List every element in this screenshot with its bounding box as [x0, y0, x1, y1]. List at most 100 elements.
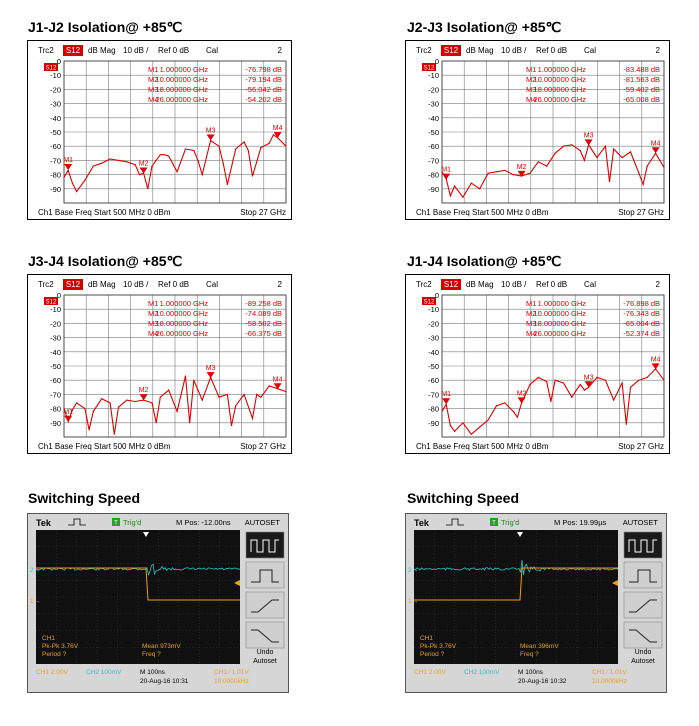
y-tick-label: -50 — [428, 362, 439, 371]
y-tick-label: -40 — [428, 348, 439, 357]
trace-point — [168, 155, 170, 157]
scope-brand: Tek — [36, 518, 52, 528]
autoset-header: AUTOSET — [623, 518, 659, 527]
chart-title-j1-j2: J1-J2 Isolation@ +85℃ — [28, 19, 183, 35]
marker-triangle — [64, 415, 73, 422]
trace-point — [268, 142, 270, 144]
y-tick-label: -50 — [50, 128, 61, 137]
format-label: dB Mag — [466, 280, 494, 289]
acquire-icon — [68, 518, 86, 526]
trace-point — [625, 423, 627, 425]
trace-point — [608, 181, 611, 183]
trace-point — [445, 403, 447, 405]
marker-triangle — [442, 398, 451, 405]
y-tick-label: -60 — [50, 142, 61, 151]
trace-point — [71, 182, 73, 184]
trace-point — [168, 389, 170, 391]
trace-point — [272, 134, 275, 136]
trace-point — [285, 145, 287, 147]
marker-table-freq: 1.000000 GHz — [538, 299, 587, 308]
trace-point — [134, 164, 136, 166]
autoset-pulse-button[interactable] — [623, 561, 663, 589]
marker-table-label: M4 — [148, 95, 158, 104]
autoset-pulse-button[interactable] — [245, 561, 285, 589]
timestamp: 20-Aug-16 10:31 — [140, 678, 189, 685]
y-tick-label: -90 — [50, 185, 61, 194]
marker-triangle — [651, 363, 660, 370]
ch2-ground-marker: 2→ — [30, 567, 40, 574]
meas-pkpk: Pk-Pk 3.76V — [42, 643, 79, 650]
trace-point — [235, 405, 237, 407]
meas-mean: Mean 396mV — [520, 643, 559, 650]
marker-label: M3 — [206, 365, 216, 372]
marker-label: M2 — [517, 390, 527, 397]
trace-point — [562, 382, 565, 384]
format-label: dB Mag — [466, 46, 494, 55]
meas-pkpk: Pk-Pk 3.76V — [420, 643, 457, 650]
autoset-rising-edge-button[interactable] — [623, 591, 663, 619]
meas-mean: Mean 973mV — [142, 643, 181, 650]
trace-point — [537, 161, 539, 163]
trace-point — [75, 191, 78, 193]
trace-point — [147, 188, 149, 190]
param-badge — [63, 279, 83, 290]
trace-point — [226, 393, 228, 395]
y-tick-label: -30 — [50, 100, 61, 109]
trace-point — [251, 175, 254, 177]
trace-point — [155, 422, 157, 424]
ch1-ground-marker: 1→ — [30, 598, 40, 605]
trace-point — [159, 396, 161, 398]
y-tick-label: -50 — [50, 362, 61, 371]
marker-triangle — [206, 134, 215, 141]
autoset-square-wave-button[interactable] — [623, 531, 663, 559]
trace-point — [512, 410, 514, 413]
trace-point — [126, 399, 128, 401]
acquire-icon — [446, 518, 464, 526]
autoset-falling-edge-button[interactable] — [245, 621, 285, 649]
trig-indicator-glyph: T — [114, 521, 118, 527]
trace-point — [462, 422, 464, 424]
y-tick-label: -80 — [428, 405, 439, 414]
trace-point — [201, 174, 203, 176]
trace-label: Trc2 — [416, 46, 432, 55]
trace-point — [235, 148, 237, 150]
undo-label: Undo — [635, 649, 652, 656]
trace-point — [604, 379, 606, 381]
param-label: S12 — [66, 280, 81, 289]
ch1-trace — [414, 567, 618, 601]
ch1-ground-marker: 1→ — [408, 598, 418, 605]
y-tick-label: 0 — [435, 291, 439, 300]
trace-point — [92, 165, 94, 167]
marker-table-value: -89.258 dB — [245, 299, 282, 308]
trace-ref-badge — [422, 63, 436, 71]
trace-point — [193, 149, 195, 152]
trace-point — [583, 159, 586, 161]
param-label: S12 — [66, 46, 81, 55]
scope-title-1: Switching Speed — [28, 490, 141, 506]
autoset-square-wave-button[interactable] — [245, 531, 285, 559]
trace-ref-badge-label: S12 — [46, 300, 57, 306]
trace-point — [646, 376, 648, 378]
trace-point — [629, 151, 632, 153]
marker-table-value: -58.502 dB — [245, 319, 282, 328]
meas-freq: Freq ? — [520, 651, 539, 658]
trace-point — [243, 393, 245, 395]
trace-point — [260, 396, 262, 398]
autoset-rising-edge-button[interactable] — [245, 591, 285, 619]
y-tick-label: -10 — [50, 71, 61, 80]
trace-point — [655, 152, 657, 154]
y-tick-label: -80 — [428, 171, 439, 180]
square-wave-icon — [250, 539, 279, 553]
trace-point — [596, 376, 598, 378]
trace-point — [629, 386, 632, 388]
chart-title-j3-j4: J3-J4 Isolation@ +85℃ — [28, 253, 183, 269]
y-tick-label: 0 — [435, 57, 439, 66]
trace-point — [126, 161, 128, 163]
marker-table-label: M1 — [148, 299, 158, 308]
trace-point — [230, 425, 233, 427]
y-tick-label: -90 — [50, 419, 61, 428]
marker-table-label: M2 — [526, 75, 536, 84]
autoset-falling-edge-button[interactable] — [623, 621, 663, 649]
meas-freq: Freq ? — [142, 651, 161, 658]
param-badge — [441, 45, 461, 56]
